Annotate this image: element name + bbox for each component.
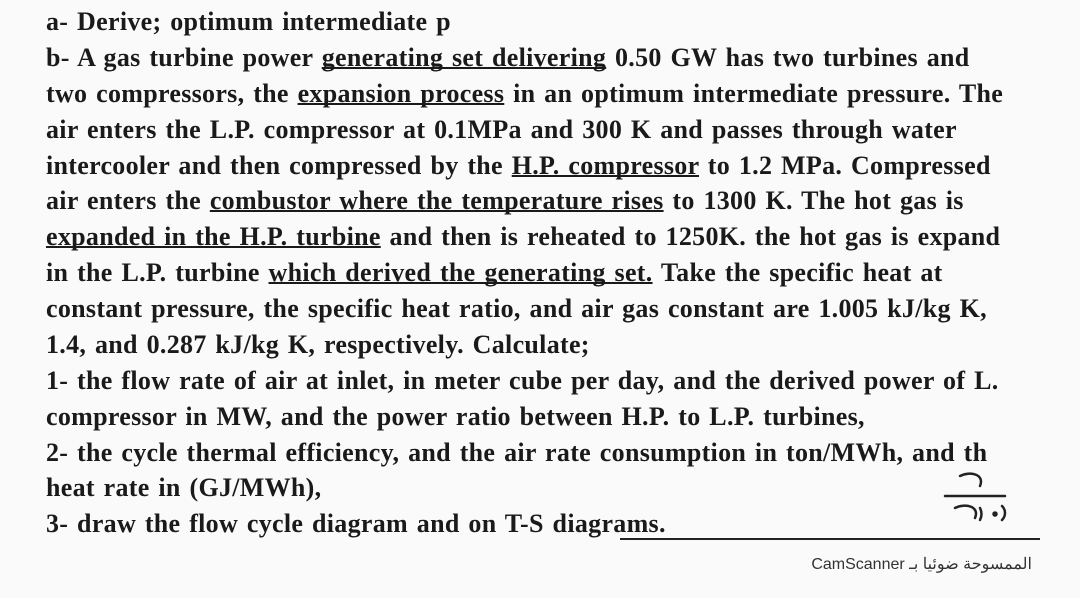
line-b9: 1.4, and 0.287 kJ/kg K, respectively. Ca… bbox=[46, 327, 1060, 363]
line-b5: air enters the combustor where the tempe… bbox=[46, 183, 1060, 219]
line-b6-underline: expanded in the H.P. turbine bbox=[46, 222, 381, 251]
line-b5-pre: air enters the bbox=[46, 186, 210, 215]
line-c3: 2- the cycle thermal efficiency, and the… bbox=[46, 435, 1060, 471]
line-c2: compressor in MW, and the power ratio be… bbox=[46, 399, 1060, 435]
line-a: a- Derive; optimum intermediate p bbox=[46, 4, 1060, 40]
line-b4-post: to 1.2 MPa. Compressed bbox=[699, 151, 991, 180]
line-b4-underline: H.P. compressor bbox=[512, 151, 699, 180]
line-b3: air enters the L.P. compressor at 0.1MPa… bbox=[46, 112, 1060, 148]
line-b5-post: to 1300 K. The hot gas is bbox=[664, 186, 964, 215]
line-b2-pre: two compressors, the bbox=[46, 79, 298, 108]
line-b1-post: 0.50 GW has two turbines and bbox=[606, 43, 969, 72]
line-b7-post: Take the specific heat at bbox=[653, 258, 943, 287]
line-b2: two compressors, the expansion process i… bbox=[46, 76, 1060, 112]
underline-scribble bbox=[620, 538, 1040, 540]
line-b1-pre: b- A gas turbine power bbox=[46, 43, 322, 72]
line-b7-underline: which derived the generating set. bbox=[269, 258, 653, 287]
line-b7-pre: in the L.P. turbine bbox=[46, 258, 269, 287]
problem-text: a- Derive; optimum intermediate p b- A g… bbox=[46, 4, 1060, 542]
line-c4: heat rate in (GJ/MWh), bbox=[46, 470, 1060, 506]
line-b6: expanded in the H.P. turbine and then is… bbox=[46, 219, 1060, 255]
line-b1-underline: generating set delivering bbox=[322, 43, 606, 72]
line-b7: in the L.P. turbine which derived the ge… bbox=[46, 255, 1060, 291]
line-b8: constant pressure, the specific heat rat… bbox=[46, 291, 1060, 327]
line-b1: b- A gas turbine power generating set de… bbox=[46, 40, 1060, 76]
line-b6-post: and then is reheated to 1250K. the hot g… bbox=[381, 222, 1001, 251]
line-c5: 3- draw the flow cycle diagram and on T-… bbox=[46, 506, 1060, 542]
line-b4: intercooler and then compressed by the H… bbox=[46, 148, 1060, 184]
line-b2-post: in an optimum intermediate pressure. The bbox=[504, 79, 1003, 108]
line-b4-pre: intercooler and then compressed by the bbox=[46, 151, 512, 180]
scanned-page: a- Derive; optimum intermediate p b- A g… bbox=[0, 0, 1080, 598]
camscanner-watermark: الممسوحة ضوئيا بـ CamScanner bbox=[811, 554, 1032, 574]
handwritten-fraction-icon bbox=[910, 466, 1030, 526]
line-b5-underline: combustor where the temperature rises bbox=[210, 186, 664, 215]
line-b2-underline: expansion process bbox=[298, 79, 505, 108]
line-c1: 1- the flow rate of air at inlet, in met… bbox=[46, 363, 1060, 399]
